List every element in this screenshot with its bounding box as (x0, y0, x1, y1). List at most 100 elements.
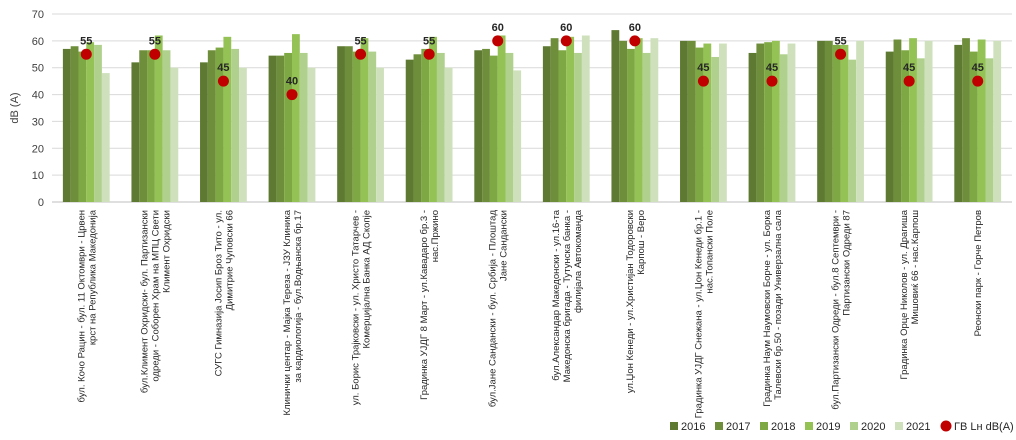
bar-2021-cat-4 (307, 67, 316, 202)
bar-2016-cat-5 (337, 46, 345, 202)
category-label-line: бул.Партизански Одреди - бул.8 Септември… (831, 210, 842, 410)
category-label-line: Талевски бр.50 - позади Универзална сала (773, 209, 784, 400)
bar-2016-cat-4 (268, 55, 277, 202)
limit-markers: 55 55 45 40 55 55 60 60 60 45 45 55 45 45 (80, 22, 984, 101)
bar-2019-cat-1 (86, 42, 95, 203)
category-label: СУГС Гимназија Јосип Броз Тито - ул. Дими… (213, 210, 235, 376)
category-label: бул.Партизански Одреди - бул.8 Септември… (831, 210, 853, 410)
category-label: Градинка УЈДГ 8 Март - ул.Кавадаро бр.3 … (419, 210, 441, 400)
category-label-line: Јане Сандански (499, 210, 510, 281)
bar-2020-cat-5 (368, 51, 377, 202)
limit-marker (972, 75, 984, 87)
bar-2016-cat-11 (748, 52, 757, 202)
limit-marker (766, 75, 778, 87)
bar-2020-cat-13 (916, 58, 925, 202)
bar-2017-cat-12 (824, 40, 833, 202)
bar-2019-cat-8 (566, 36, 575, 203)
limit-marker (835, 48, 847, 60)
y-tick-label: 30 (32, 116, 44, 128)
legend-label-2021: 2021 (906, 421, 930, 433)
category-label-line: Мишовиќ 66 - нас.Карпош (910, 210, 921, 324)
bar-2018-cat-10 (695, 47, 704, 203)
bar-2017-cat-2 (139, 50, 148, 202)
category-label-line: Карпош - Веро (636, 210, 647, 275)
bar-2020-cat-4 (299, 52, 308, 202)
bar-2021-cat-13 (924, 40, 933, 202)
bar-2021-cat-14 (993, 40, 1002, 202)
bar-2019-cat-4 (292, 34, 300, 203)
bar-2021-cat-2 (170, 67, 179, 202)
bar-2016-cat-2 (131, 62, 140, 202)
bar-2020-cat-11 (779, 54, 788, 203)
legend: 2016 2017 2018 2019 2020 2021 ГВ Lн dB(A) (670, 420, 1014, 433)
y-tick-label: 0 (38, 197, 44, 209)
limit-data-label: 60 (492, 22, 504, 34)
bar-2019-cat-9 (634, 38, 643, 202)
legend-swatch-2018 (760, 422, 768, 430)
limit-marker (903, 75, 915, 87)
bar-2021-cat-7 (513, 70, 522, 203)
bar-2020-cat-8 (574, 52, 582, 202)
bar-2017-cat-1 (70, 46, 79, 202)
bar-2016-cat-8 (542, 46, 551, 202)
bar-2019-cat-2 (154, 35, 163, 202)
category-label-line: Градинка УЈДГ 8 Март - ул.Кавадаро бр.3 … (419, 210, 430, 400)
limit-marker (217, 75, 229, 87)
bar-2018-cat-8 (558, 50, 567, 202)
bar-2021-cat-8 (581, 35, 590, 202)
category-label-line: СУГС Гимназија Јосип Броз Тито - ул. (213, 210, 224, 376)
y-tick-label: 40 (32, 90, 44, 102)
category-label: бул.Јане Сандански - бул. Србија - Плошт… (488, 210, 510, 408)
bar-2017-cat-14 (962, 38, 970, 202)
category-label: бул.Александар Македонски - ул.16-та Маке… (551, 209, 584, 382)
category-label: ул.Џон Кенеди - ул.Христијан Тодоровски К… (625, 210, 647, 393)
bar-2018-cat-7 (489, 55, 498, 202)
bar-2019-cat-13 (909, 38, 917, 202)
category-label-line: Клинички центар - Мајка Тереза - ЈЗУ Кли… (282, 209, 293, 415)
limit-data-label: 40 (286, 76, 298, 88)
bar-2018-cat-4 (284, 52, 292, 202)
bar-2020-cat-7 (505, 52, 514, 202)
bar-2017-cat-11 (756, 43, 765, 202)
y-tick-label: 50 (32, 63, 44, 75)
category-label-line: нас.Топански Поле (704, 210, 715, 294)
limit-marker (355, 48, 367, 60)
category-label-line: Климент Охридски (161, 210, 172, 293)
y-axis: 0 10 20 30 40 50 60 70 (32, 9, 44, 209)
legend-label-2020: 2020 (861, 421, 885, 433)
bar-2016-cat-10 (680, 40, 688, 202)
limit-marker (423, 48, 435, 60)
category-label-line: бул.Александар Македонски - ул.16-та (551, 209, 562, 380)
category-label-line: Димитрие Чуповски 66 (224, 210, 235, 310)
bar-2017-cat-8 (550, 38, 559, 202)
category-label-line: ул. Борис Трајковски - ул. Христо Татарч… (351, 210, 362, 405)
legend-label-2016: 2016 (681, 421, 705, 433)
bar-2019-cat-5 (360, 38, 369, 202)
y-tick-label: 70 (32, 9, 44, 21)
category-label: Реонски парк - Горче Петров (973, 210, 984, 336)
category-label-line: Градинка Орце Николов - ул. Драгиша (899, 209, 910, 379)
bar-2019-cat-12 (840, 44, 849, 203)
category-label-line: филијала Автокоманда (573, 209, 584, 313)
limit-data-label: 45 (903, 62, 915, 74)
category-label: бул.Климент Охридски- бул. Партизански од… (139, 210, 172, 393)
y-tick-label: 60 (32, 36, 44, 48)
bar-2016-cat-7 (474, 50, 483, 202)
bar-2018-cat-6 (421, 48, 430, 202)
category-label-line: бул. Кочо Рацин - бул. 11 Октомври - Црв… (76, 210, 87, 403)
bar-2018-cat-9 (627, 48, 635, 202)
category-label-line: за кардиологија - бул.Водњанска бр.17 (293, 210, 304, 383)
legend-swatch-2017 (715, 422, 723, 430)
bar-2020-cat-14 (985, 58, 994, 202)
bar-2017-cat-4 (276, 55, 285, 202)
y-tick-label: 20 (32, 143, 44, 155)
bar-2017-cat-13 (893, 39, 902, 203)
category-label-line: крст на Република Македонија (87, 209, 98, 345)
bar-2021-cat-1 (101, 73, 110, 202)
category-label-line: одреди - Соборен Храм на МПЦ Свети (150, 210, 161, 382)
x-axis-labels: бул. Кочо Рацин - бул. 11 Октомври - Црв… (76, 209, 984, 418)
limit-marker (629, 35, 641, 47)
bar-2017-cat-7 (482, 48, 490, 202)
bar-2018-cat-5 (352, 51, 361, 202)
